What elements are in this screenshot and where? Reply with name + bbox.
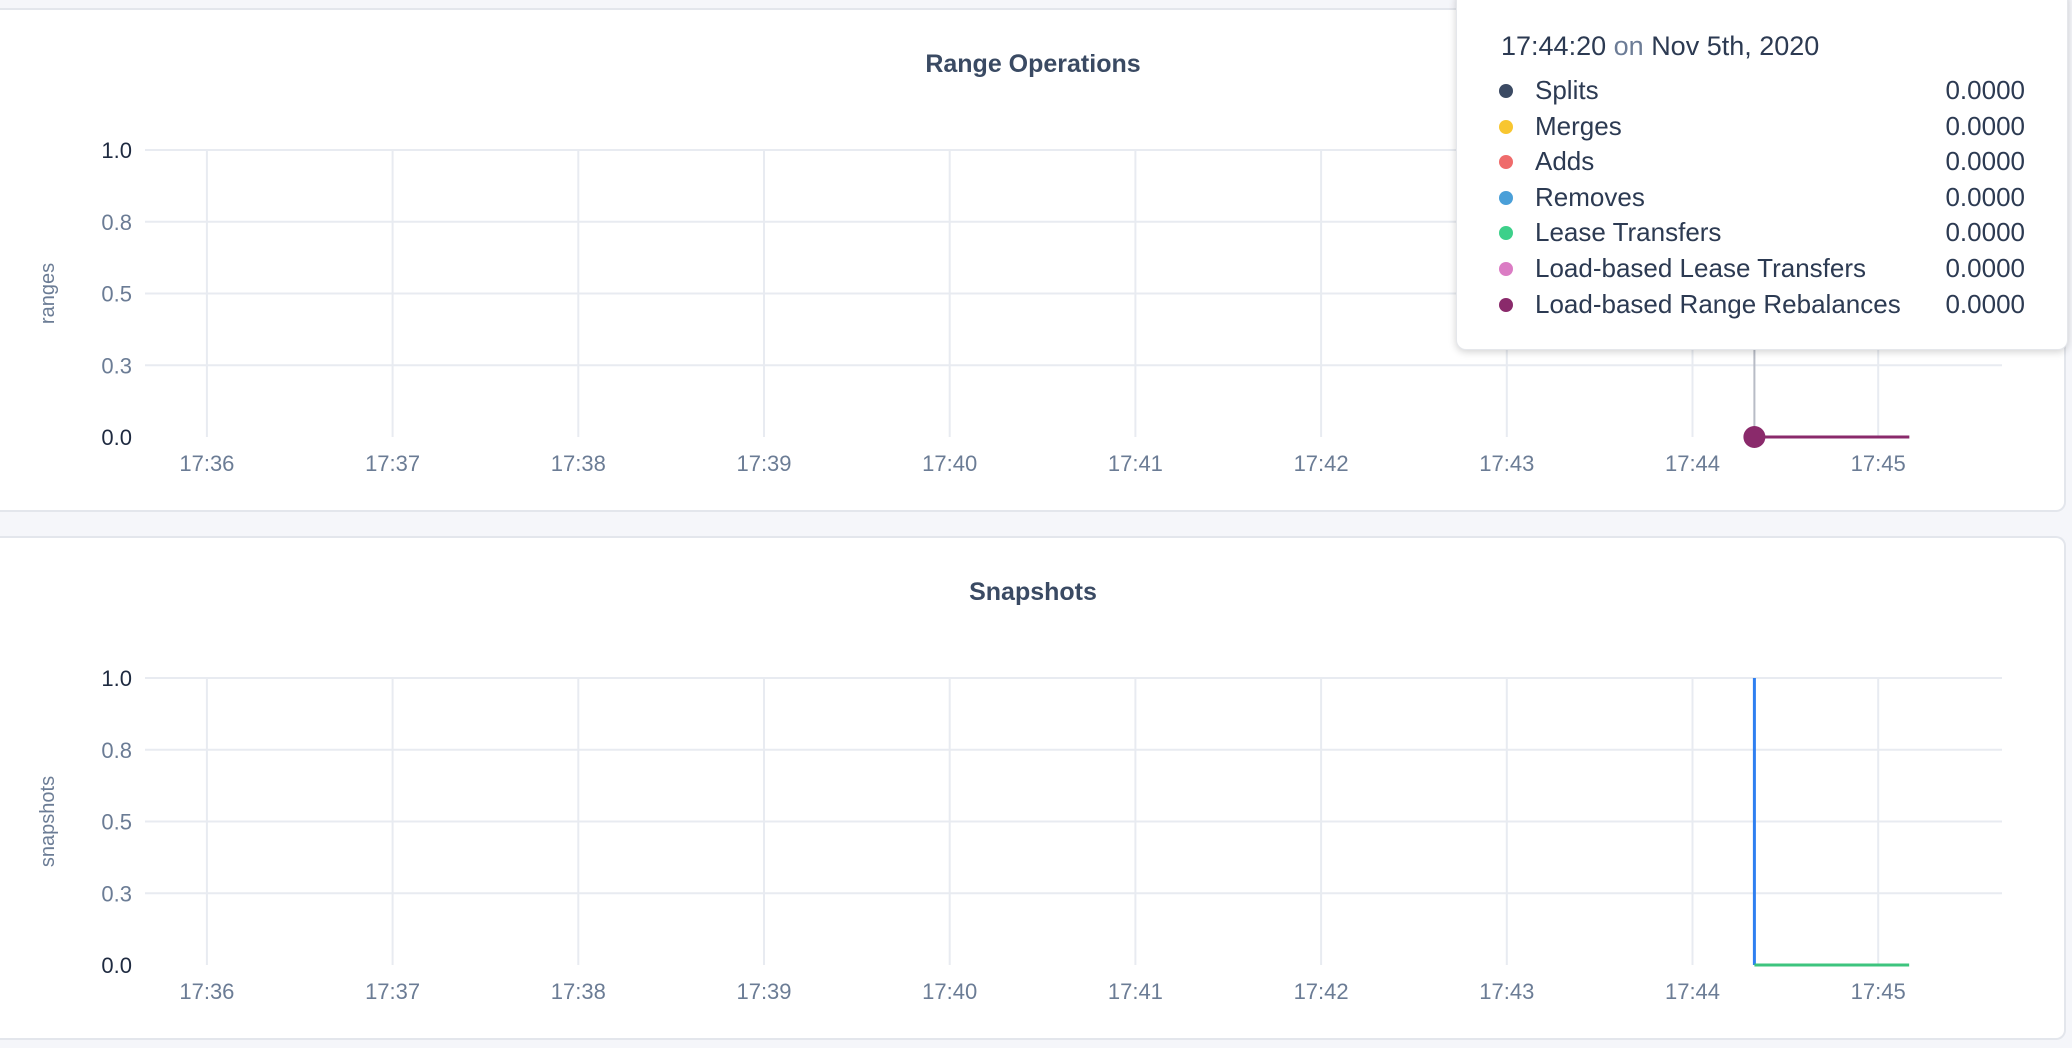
tooltip-on: on	[1613, 31, 1644, 61]
y-tick-label: 0.8	[101, 210, 132, 235]
x-tick-label: 17:44	[1665, 979, 1720, 1004]
y-tick-label: 0.5	[101, 282, 132, 307]
tooltip-series-label: Merges	[1535, 110, 1622, 141]
tooltip-row: Adds 0.0000	[1497, 146, 2025, 180]
tooltip-series-label: Removes	[1535, 181, 1645, 212]
x-tick-label: 17:45	[1851, 979, 1906, 1004]
tooltip-series-label: Splits	[1535, 75, 1599, 105]
x-tick-label: 17:40	[922, 979, 977, 1004]
y-tick-label: 0.8	[101, 738, 132, 763]
x-tick-label: 17:38	[551, 451, 606, 476]
x-tick-label: 17:36	[179, 451, 234, 476]
x-tick-label: 17:43	[1479, 979, 1534, 1004]
x-tick-label: 17:39	[736, 979, 791, 1004]
x-tick-label: 17:40	[922, 451, 977, 476]
snapshots-panel: Snapshots 0.0 0.3 0.5 0.8 1.0 17:36 17:37 17:38…	[0, 536, 2066, 1040]
tooltip-row: Splits 0.0000	[1497, 75, 2025, 109]
y-axis-label: snapshots	[37, 776, 59, 867]
tooltip-row: Load-based Range Rebalances 0.0000	[1497, 289, 2025, 323]
x-tick-label: 17:39	[736, 451, 791, 476]
y-tick-label: 0.3	[101, 881, 132, 906]
series-color-dot-icon	[1499, 84, 1513, 98]
tooltip-header: 17:44:20 on Nov 5th, 2020	[1501, 31, 1819, 62]
tooltip-row: Lease Transfers 0.0000	[1497, 217, 2025, 251]
y-axis-label: ranges	[37, 263, 59, 324]
x-tick-label: 17:41	[1108, 451, 1163, 476]
tooltip-series-value: 0.0000	[1945, 110, 2025, 141]
series-color-dot-icon	[1499, 226, 1513, 241]
chart-title: Range Operations	[925, 50, 1141, 78]
x-tick-label: 17:44	[1665, 451, 1720, 476]
x-tick-label: 17:42	[1294, 451, 1349, 476]
tooltip-series-value: 0.0000	[1945, 288, 2025, 319]
series-color-dot-icon	[1499, 119, 1513, 134]
x-tick-label: 17:45	[1851, 451, 1906, 476]
tooltip-series-label: Load-based Range Rebalances	[1535, 288, 1901, 319]
x-tick-label: 17:43	[1479, 451, 1534, 476]
y-tick-label: 0.5	[101, 810, 132, 835]
series-color-dot-icon	[1499, 262, 1513, 276]
tooltip-series-label: Lease Transfers	[1535, 217, 1722, 248]
tooltip-date: Nov 5th, 2020	[1651, 31, 1820, 61]
snapshots-chart[interactable]: 0.0 0.3 0.5 0.8 1.0 17:36 17:37 17:38 17:39 17:40…	[0, 538, 2066, 1042]
tooltip-series-label: Load-based Lease Transfers	[1535, 253, 1866, 283]
x-tick-label: 17:37	[365, 979, 420, 1004]
tooltip-series-value: 0.0000	[1945, 146, 2025, 177]
chart-title: Snapshots	[969, 578, 1097, 606]
chart-tooltip: 17:44:20 on Nov 5th, 2020 Splits 0.0000 Me…	[1456, 0, 2068, 350]
tooltip-series-value: 0.0000	[1945, 75, 2025, 105]
series-color-dot-icon	[1499, 155, 1513, 170]
x-tick-label: 17:41	[1108, 979, 1163, 1004]
x-tick-label: 17:36	[179, 979, 234, 1004]
tooltip-series-value: 0.0000	[1945, 217, 2025, 248]
x-tick-label: 17:38	[551, 979, 606, 1004]
tooltip-series-label: Adds	[1535, 146, 1595, 177]
series-color-dot-icon	[1499, 190, 1513, 205]
tooltip-row: Removes 0.0000	[1497, 182, 2025, 216]
tooltip-time: 17:44:20	[1501, 31, 1607, 61]
y-tick-label: 0.0	[101, 953, 132, 978]
tooltip-row: Merges 0.0000	[1497, 111, 2025, 145]
x-tick-label: 17:42	[1294, 979, 1349, 1004]
x-tick-label: 17:37	[365, 451, 420, 476]
y-tick-label: 1.0	[101, 138, 132, 163]
series-color-dot-icon	[1499, 297, 1513, 312]
y-tick-label: 0.0	[101, 425, 132, 450]
hover-point	[1743, 426, 1766, 448]
y-tick-label: 0.3	[101, 353, 132, 378]
tooltip-series-value: 0.0000	[1945, 181, 2025, 212]
tooltip-row: Load-based Lease Transfers 0.0000	[1497, 253, 2025, 287]
tooltip-series-value: 0.0000	[1945, 253, 2025, 283]
y-tick-label: 1.0	[101, 666, 132, 691]
